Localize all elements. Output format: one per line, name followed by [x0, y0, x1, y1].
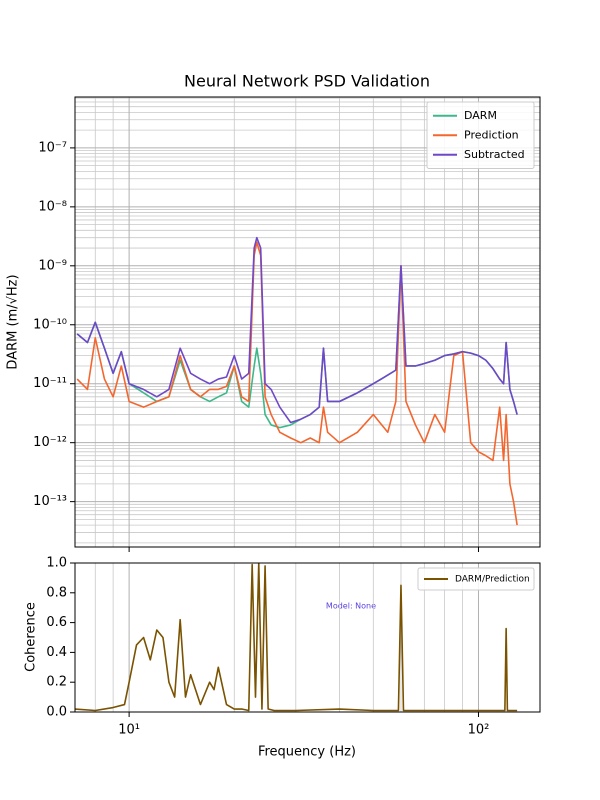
y-tick-label: 1.0: [46, 556, 67, 571]
y-tick-label: 10⁻⁷: [38, 140, 67, 155]
legend: DARM/Prediction: [417, 567, 535, 591]
series-line: [76, 241, 518, 526]
plot-area: [76, 236, 518, 526]
legend-label: DARM: [464, 109, 497, 122]
y-tick-label: 10⁻⁹: [38, 258, 67, 273]
y-tick-label: 0.4: [46, 645, 67, 660]
y-tick-label: 10⁻⁸: [38, 199, 67, 214]
series-line: [75, 563, 518, 712]
x-tick-label: 10²: [468, 723, 490, 738]
y-tick-label: 10⁻¹¹: [33, 376, 67, 391]
y-axis-label: Coherence: [24, 602, 39, 672]
x-axis-label: Frequency (Hz): [258, 745, 356, 760]
legend: DARM Prediction Subtracted: [426, 101, 535, 169]
y-tick-label: 0.6: [46, 615, 67, 630]
legend-label: Prediction: [464, 128, 519, 141]
annotation: Model: None: [326, 602, 376, 611]
y-axis-label: DARM (m/√Hz): [6, 274, 21, 369]
series-line: [76, 236, 518, 424]
y-tick-label: 0.2: [46, 675, 67, 690]
legend-label: Subtracted: [464, 148, 525, 161]
chart-title: Neural Network PSD Validation: [184, 72, 430, 91]
y-tick-label: 0.0: [46, 705, 67, 720]
y-tick-label: 10⁻¹³: [33, 494, 67, 509]
axes-frame: [74, 562, 541, 713]
axes-frame: [74, 96, 541, 548]
legend-box: [417, 567, 535, 591]
x-tick-label: 10¹: [118, 723, 140, 738]
legend-box: [426, 101, 535, 169]
y-tick-label: 10⁻¹⁰: [33, 317, 67, 332]
y-tick-label: 10⁻¹²: [33, 435, 67, 450]
legend-label: DARM/Prediction: [455, 575, 530, 585]
y-tick-label: 0.8: [46, 585, 67, 600]
plot-area: [75, 563, 518, 712]
